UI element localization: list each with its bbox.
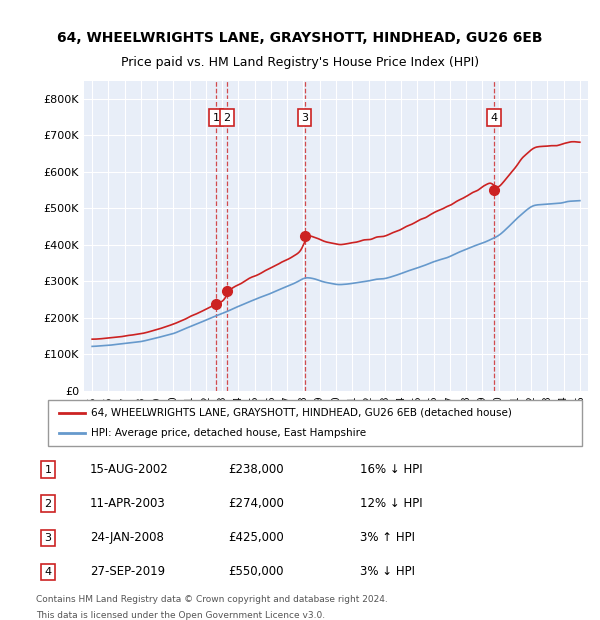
Text: 64, WHEELWRIGHTS LANE, GRAYSHOTT, HINDHEAD, GU26 6EB: 64, WHEELWRIGHTS LANE, GRAYSHOTT, HINDHE… — [57, 31, 543, 45]
Text: 4: 4 — [44, 567, 52, 577]
Text: 27-SEP-2019: 27-SEP-2019 — [90, 565, 165, 578]
Text: 1: 1 — [212, 113, 220, 123]
Text: HPI: Average price, detached house, East Hampshire: HPI: Average price, detached house, East… — [91, 428, 366, 438]
Text: £238,000: £238,000 — [228, 463, 284, 476]
Text: £550,000: £550,000 — [228, 565, 284, 578]
Text: £425,000: £425,000 — [228, 531, 284, 544]
Text: 16% ↓ HPI: 16% ↓ HPI — [360, 463, 422, 476]
Text: Contains HM Land Registry data © Crown copyright and database right 2024.: Contains HM Land Registry data © Crown c… — [36, 595, 388, 604]
Text: This data is licensed under the Open Government Licence v3.0.: This data is licensed under the Open Gov… — [36, 611, 325, 620]
Text: 12% ↓ HPI: 12% ↓ HPI — [360, 497, 422, 510]
Text: £274,000: £274,000 — [228, 497, 284, 510]
Text: 11-APR-2003: 11-APR-2003 — [90, 497, 166, 510]
Text: Price paid vs. HM Land Registry's House Price Index (HPI): Price paid vs. HM Land Registry's House … — [121, 56, 479, 69]
Text: 24-JAN-2008: 24-JAN-2008 — [90, 531, 164, 544]
Text: 15-AUG-2002: 15-AUG-2002 — [90, 463, 169, 476]
Text: 1: 1 — [44, 464, 52, 475]
Text: 64, WHEELWRIGHTS LANE, GRAYSHOTT, HINDHEAD, GU26 6EB (detached house): 64, WHEELWRIGHTS LANE, GRAYSHOTT, HINDHE… — [91, 408, 512, 418]
Text: 3% ↓ HPI: 3% ↓ HPI — [360, 565, 415, 578]
Text: 3: 3 — [44, 533, 52, 543]
Text: 3: 3 — [301, 113, 308, 123]
FancyBboxPatch shape — [48, 400, 582, 446]
Text: 3% ↑ HPI: 3% ↑ HPI — [360, 531, 415, 544]
Text: 4: 4 — [491, 113, 498, 123]
Text: 2: 2 — [223, 113, 230, 123]
Text: 2: 2 — [44, 498, 52, 509]
